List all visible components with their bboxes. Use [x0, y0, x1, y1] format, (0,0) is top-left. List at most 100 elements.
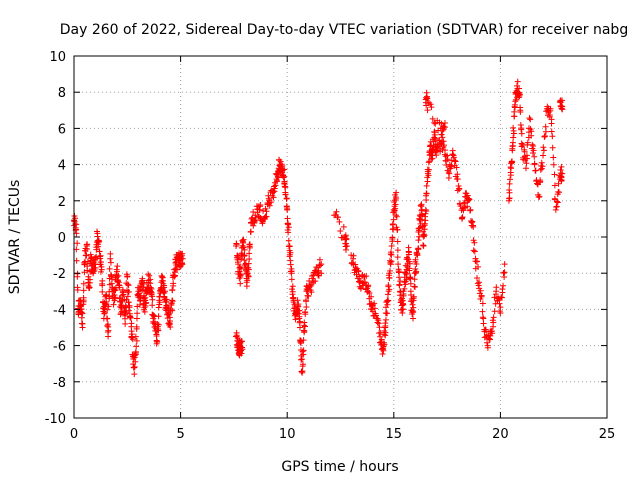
data-point [393, 213, 400, 220]
data-point [523, 160, 530, 167]
data-point [297, 337, 304, 344]
data-point [424, 107, 431, 114]
data-point [333, 208, 340, 215]
data-point [497, 304, 504, 311]
data-point [132, 358, 139, 365]
data-point [517, 107, 524, 114]
data-point [350, 252, 357, 259]
data-point [86, 276, 93, 283]
data-point [531, 160, 538, 167]
data-point [432, 135, 439, 142]
data-point [410, 293, 417, 300]
data-point [342, 246, 349, 253]
data-point [548, 116, 555, 123]
data-point [240, 244, 247, 251]
data-points [71, 78, 566, 378]
data-point [490, 319, 497, 326]
data-point [371, 305, 378, 312]
data-point [97, 252, 104, 259]
data-point [109, 276, 116, 283]
data-point [454, 176, 461, 183]
data-point [459, 214, 466, 221]
data-point [96, 253, 103, 260]
data-point [352, 261, 359, 268]
data-point [287, 261, 294, 268]
data-point [308, 281, 315, 288]
y-tick-label: 6 [58, 122, 66, 137]
data-point [466, 196, 473, 203]
data-point [421, 220, 428, 227]
data-point [510, 134, 517, 141]
data-point [507, 164, 514, 171]
data-point [154, 338, 161, 345]
data-point [462, 193, 469, 200]
data-point [119, 292, 126, 299]
data-point [103, 292, 110, 299]
data-point [107, 250, 114, 257]
data-point [166, 314, 173, 321]
data-point [114, 263, 121, 270]
data-point [446, 170, 453, 177]
data-point [534, 180, 541, 187]
data-point [384, 298, 391, 305]
data-point [301, 328, 308, 335]
data-point [403, 271, 410, 278]
data-point [81, 261, 88, 268]
data-point [294, 297, 301, 304]
data-point [394, 226, 401, 233]
data-point [436, 137, 443, 144]
data-point [315, 267, 322, 274]
data-point [449, 147, 456, 154]
data-point [530, 147, 537, 154]
data-point [78, 314, 85, 321]
data-point [558, 163, 565, 170]
data-point [390, 216, 397, 223]
data-point [237, 280, 244, 287]
data-point [410, 309, 417, 316]
data-point [308, 289, 315, 296]
data-point [115, 278, 122, 285]
y-tick-label: 8 [58, 86, 66, 101]
y-tick-label: -8 [53, 376, 66, 391]
data-point [551, 182, 558, 189]
data-point [559, 97, 566, 104]
data-point [415, 237, 422, 244]
data-point [127, 314, 134, 321]
data-point [470, 247, 477, 254]
data-point [396, 269, 403, 276]
data-point [433, 147, 440, 154]
x-tick-label: 0 [70, 427, 78, 442]
data-point [549, 133, 556, 140]
data-point [385, 282, 392, 289]
data-point [296, 324, 303, 331]
data-point [453, 164, 460, 171]
y-tick-label: 4 [58, 159, 66, 174]
data-point [250, 222, 257, 229]
data-point [385, 297, 392, 304]
data-point [101, 310, 108, 317]
data-point [496, 300, 503, 307]
data-point [493, 284, 500, 291]
data-point [104, 306, 111, 313]
data-point [72, 215, 79, 222]
data-point [467, 207, 474, 214]
data-point [316, 256, 323, 263]
data-point [102, 302, 109, 309]
data-point [246, 250, 253, 257]
data-point [307, 283, 314, 290]
data-point [394, 247, 401, 254]
data-point [499, 294, 506, 301]
data-point [105, 323, 112, 330]
data-point [80, 298, 87, 305]
data-point [335, 214, 342, 221]
data-point [141, 308, 148, 315]
data-point [104, 315, 111, 322]
data-point [399, 310, 406, 317]
data-point [251, 217, 258, 224]
data-point [124, 281, 131, 288]
data-point [558, 103, 565, 110]
data-point [74, 273, 81, 280]
data-point [507, 176, 514, 183]
